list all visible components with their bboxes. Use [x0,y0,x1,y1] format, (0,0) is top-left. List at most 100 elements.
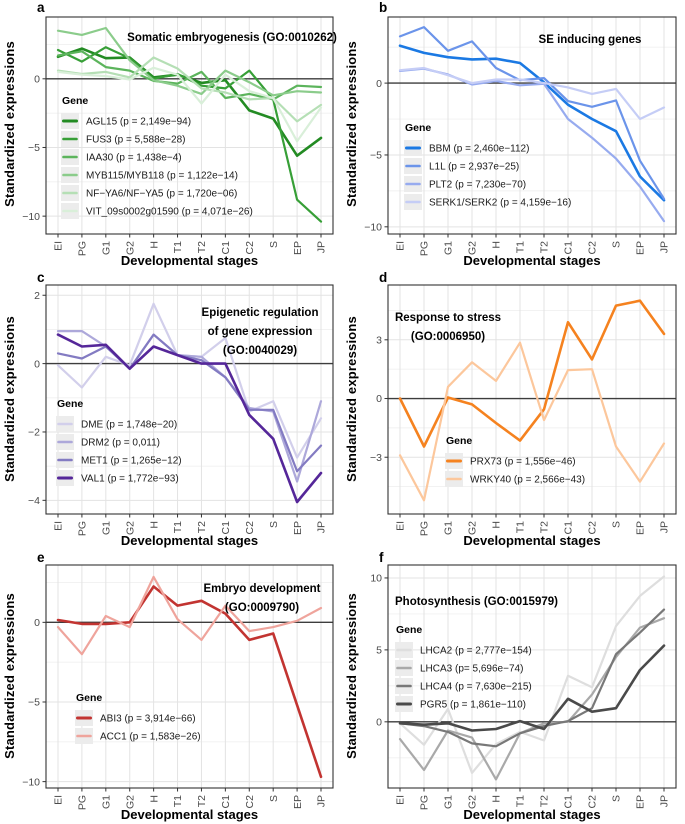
y-axis: 0 −5 −10 [22,617,46,788]
y-tick-label: 0 [34,617,40,629]
x-tick-label: S [268,241,280,248]
series-line-LHCA3 [398,617,666,781]
x-tick-label: C1 [220,521,232,535]
legend-item-label: PRX73 (p = 1,556e−46) [470,457,576,468]
legend-item-label: WRKY40 (p = 2,566e−43) [470,475,585,486]
series-lines [56,302,323,504]
legend-item-LHCA3: LHCA3 (p= 5,696e−74) [395,660,523,676]
legend-item-LHCA2: LHCA2 (p = 2,777e−154) [395,642,532,658]
panel-b: b Standardized expressions Developmental… [342,0,685,270]
x-axis-title: Developmental stages [120,807,259,822]
legend-item-label: PGR5 (p = 1,861e−110) [420,700,526,711]
legend: Gene PRX73 (p = 1,556e−46) WRKY40 (p = 2,5… [445,435,585,487]
x-tick-label: JP [659,795,671,807]
x-tick-label: G2 [124,241,136,255]
legend: Gene ABI3 (p = 3,914e−66) ACC1 (p = 1,583e… [75,692,201,744]
panel-title: Epigenetic regulation of gene expression (… [202,307,319,357]
legend-item-L1L: L1L (p = 2,937e−25) [404,158,519,174]
legend-item-ACC1: ACC1 (p = 1,583e−26) [75,728,201,744]
panel-border [45,564,334,789]
legend-item-label: MYB115/MYB118 (p = 1,122e−14) [86,171,238,182]
legend: Gene DME (p = 1,748e−20) DRM2 (p = 0,011) M… [56,398,182,486]
x-tick-label: T2 [196,795,208,807]
legend-item-label: VAL1 (p = 1,772e−93) [81,474,179,485]
legend-item-PRX73: PRX73 (p = 1,556e−46) [445,453,576,469]
x-tick-label: T1 [515,241,527,253]
panel-title: Embryo development (GO:0009790) [204,583,321,614]
x-tick-label: EP [635,241,647,255]
x-tick-label: PG [77,241,89,256]
x-tick-label: EP [635,521,647,535]
x-tick-label: PG [419,241,431,256]
legend-item-label: MET1 (p = 1,265e−12) [81,456,182,467]
series-line-VIT_09s0002g01590 [56,66,323,143]
legend-item-FUS3: FUS3 (p = 5,588e−28) [61,131,186,147]
legend-item-WRKY40: WRKY40 (p = 2,566e−43) [445,471,585,487]
y-tick-label: −10 [364,221,382,233]
legend-item-NF-YA6/NF-YA5: NF−YA6/NF−YA5 (p = 1,720e−06) [61,185,237,201]
panel-a: a Standardized expressions Developmental… [0,0,342,270]
x-tick-label: EP [292,795,304,809]
panel-e: e Standardized expressions Developmental… [0,550,342,824]
y-axis: 3 0 −3 [370,334,388,464]
x-tick-label: T1 [172,241,184,253]
chart-d: 3 0 −3 EI PG G1 G2 H T1 T2 C1 C2 S EP JP Response to st… [370,284,677,536]
legend-item-PGR5: PGR5 (p = 1,861e−110) [395,696,526,712]
x-axis: EI PG G1 G2 H T1 T2 C1 C2 S EP JP [53,234,328,256]
series-lines [56,26,323,223]
series-lines [398,26,666,223]
y-tick-label: 0 [34,358,40,370]
panel-title-line: Epigenetic regulation [202,307,319,319]
legend: Gene BBM (p = 2,460e−112) L1L (p = 2,937e−… [404,122,571,210]
legend-item-IAA30: IAA30 (p = 1,438e−4) [61,149,182,165]
x-tick-label: G2 [124,521,136,535]
legend-item-MET1: MET1 (p = 1,265e−12) [56,452,182,468]
x-axis-title: Developmental stages [120,253,259,268]
x-tick-label: T1 [515,795,527,807]
y-tick-label: 2 [34,290,40,302]
x-tick-label: H [148,521,160,529]
legend-item-BBM: BBM (p = 2,460e−112) [404,140,529,156]
series-line-ABI3 [56,585,323,779]
panel-letter: b [379,0,388,15]
legend-item-DME: DME (p = 1,748e−20) [56,416,177,432]
y-tick-label: 3 [376,334,382,346]
y-tick-label: 0 [376,78,382,90]
legend-item-VAL1: VAL1 (p = 1,772e−93) [56,470,179,486]
x-tick-label: JP [659,521,671,533]
panel-letter: e [37,550,45,565]
y-axis: 0 −5 −10 [364,78,388,233]
y-axis: 0 −5 −10 [22,73,46,223]
x-tick-label: C1 [563,241,575,255]
legend-item-label: LHCA2 (p = 2,777e−154) [420,646,532,657]
x-tick-label: EP [635,795,647,809]
y-tick-label: 0 [376,393,382,405]
legend-title: Gene [446,435,472,447]
x-tick-label: S [611,795,623,802]
x-tick-label: JP [659,241,671,253]
x-tick-label: H [491,795,503,803]
x-tick-label: JP [316,521,328,533]
legend-item-LHCA4: LHCA4 (p = 7,630e−215) [395,678,532,694]
x-tick-label: EP [292,241,304,255]
series-lines [398,299,666,502]
x-tick-label: EI [395,521,407,531]
series-line-PGR5 [398,644,666,732]
x-tick-label: T2 [539,241,551,253]
panel-title-line: (GO:0006950) [411,331,485,343]
legend-item-label: SERK1/SERK2 (p = 4,159e−16) [429,198,571,209]
y-tick-label: −3 [370,452,382,464]
series-line-ACC1 [56,575,323,656]
panel-f: f Standardized expressions Developmental… [342,550,685,824]
x-tick-label: C2 [244,241,256,255]
legend-title: Gene [405,122,431,134]
legend-item-VIT_09s0002g01590: VIT_09s0002g01590 (p = 4,071e−26) [61,203,253,219]
y-tick-label: 10 [370,573,382,585]
x-tick-label: T1 [172,795,184,807]
x-axis: EI PG G1 G2 H T1 T2 C1 C2 S EP JP [53,788,328,810]
series-line-BBM [398,44,666,202]
legend-item-AGL15: AGL15 (p = 2,149e−94) [61,113,191,129]
legend-item-MYB115/MYB118: MYB115/MYB118 (p = 1,122e−14) [61,167,238,183]
x-tick-label: EI [395,795,407,805]
legend: Gene LHCA2 (p = 2,777e−154) LHCA3 (p= 5,69… [395,624,532,712]
